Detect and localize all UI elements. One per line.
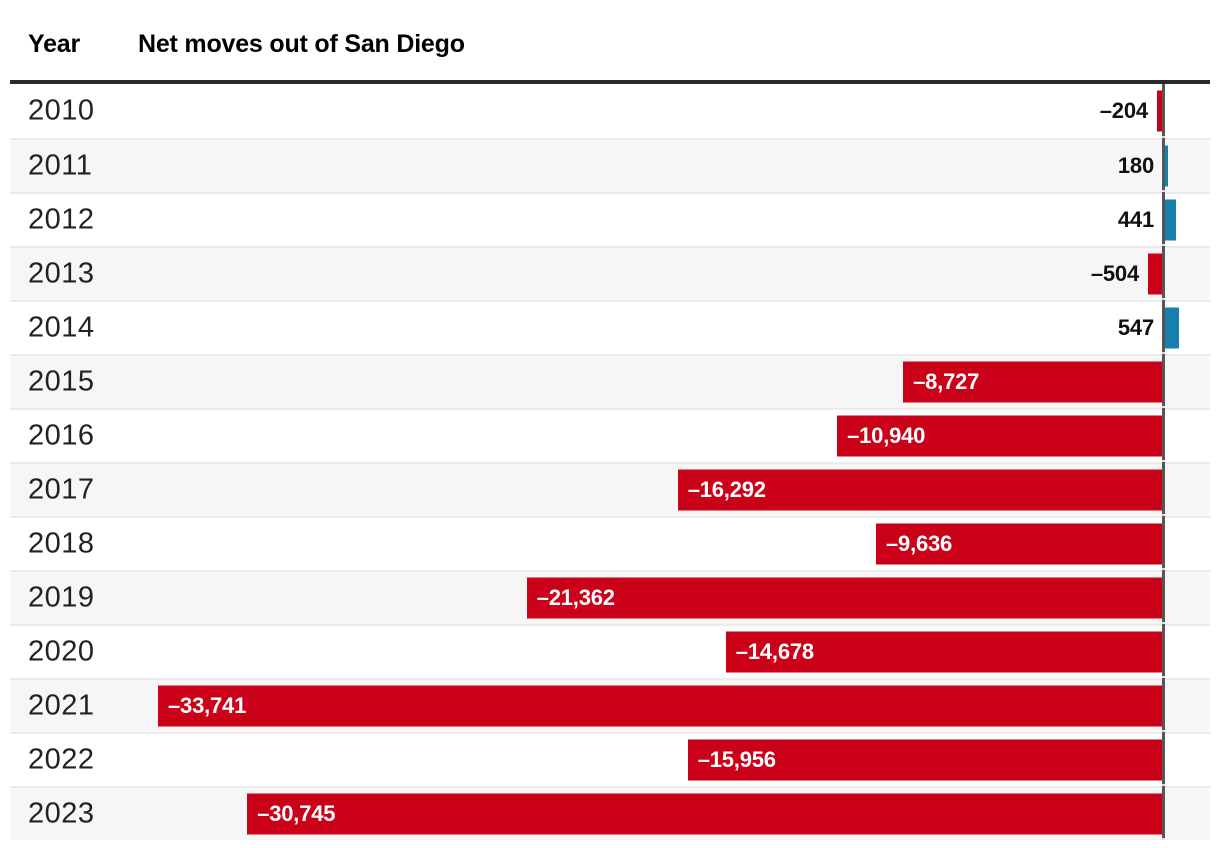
table-row: 2011 180 <box>10 138 1210 192</box>
value-label: –30,745 <box>257 801 336 826</box>
table-row: 2010 –204 <box>10 84 1210 138</box>
table-row: 2018 –9,636 <box>10 516 1210 570</box>
table-row: 2014 547 <box>10 300 1210 354</box>
table-row: 2015 –8,727 <box>10 354 1210 408</box>
bar-negative <box>677 469 1163 511</box>
year-label: 2013 <box>28 257 95 290</box>
table-row: 2016 –10,940 <box>10 408 1210 462</box>
value-label: 441 <box>1117 207 1154 232</box>
bar-negative <box>687 739 1163 781</box>
table-row: 2023 –30,745 <box>10 786 1210 840</box>
value-label: –33,741 <box>168 693 247 718</box>
table-row: 2012 441 <box>10 192 1210 246</box>
year-label: 2021 <box>28 689 95 722</box>
year-label: 2019 <box>28 581 95 614</box>
value-label: –204 <box>1099 98 1148 123</box>
bar-negative <box>1156 90 1163 132</box>
year-label: 2018 <box>28 527 95 560</box>
table-row: 2019 –21,362 <box>10 570 1210 624</box>
table-row: 2022 –15,956 <box>10 732 1210 786</box>
value-label: –16,292 <box>687 477 766 502</box>
bar-negative <box>247 793 1163 835</box>
value-label: 180 <box>1117 153 1154 178</box>
year-column-header: Year <box>28 30 81 58</box>
bar-negative <box>158 685 1163 727</box>
bar-positive <box>1163 199 1177 241</box>
value-label: –9,636 <box>886 531 953 556</box>
net-moves-chart: Year Net moves out of San Diego 2010 –204… <box>10 0 1210 840</box>
value-label: –10,940 <box>847 423 926 448</box>
chart-rows: 2010 –204 2011 180 2012 441 2013 –504 2014 547 201… <box>10 84 1210 840</box>
bar-negative <box>725 631 1163 673</box>
value-label: –14,678 <box>735 639 814 664</box>
chart-header: Year Net moves out of San Diego <box>10 0 1210 84</box>
bar-negative <box>526 577 1163 619</box>
year-label: 2017 <box>28 473 95 506</box>
year-label: 2011 <box>28 149 93 182</box>
year-label: 2016 <box>28 419 95 452</box>
table-row: 2017 –16,292 <box>10 462 1210 516</box>
table-row: 2020 –14,678 <box>10 624 1210 678</box>
bar-positive <box>1163 145 1169 187</box>
bar-negative <box>876 523 1163 565</box>
table-row: 2013 –504 <box>10 246 1210 300</box>
value-column-header: Net moves out of San Diego <box>138 30 465 58</box>
value-label: –21,362 <box>536 585 615 610</box>
bar-negative <box>837 415 1163 457</box>
bar-negative <box>903 361 1163 403</box>
year-label: 2014 <box>28 311 95 344</box>
year-label: 2015 <box>28 365 95 398</box>
year-label: 2022 <box>28 743 95 776</box>
year-label: 2023 <box>28 797 95 830</box>
value-label: –504 <box>1090 261 1139 286</box>
year-label: 2020 <box>28 635 95 668</box>
bar-negative <box>1148 253 1163 295</box>
value-label: 547 <box>1117 315 1154 340</box>
zero-baseline <box>1161 84 1165 840</box>
year-label: 2012 <box>28 203 95 236</box>
value-label: –15,956 <box>697 747 776 772</box>
bar-positive <box>1163 307 1180 349</box>
year-label: 2010 <box>28 94 95 127</box>
value-label: –8,727 <box>913 369 980 394</box>
table-row: 2021 –33,741 <box>10 678 1210 732</box>
